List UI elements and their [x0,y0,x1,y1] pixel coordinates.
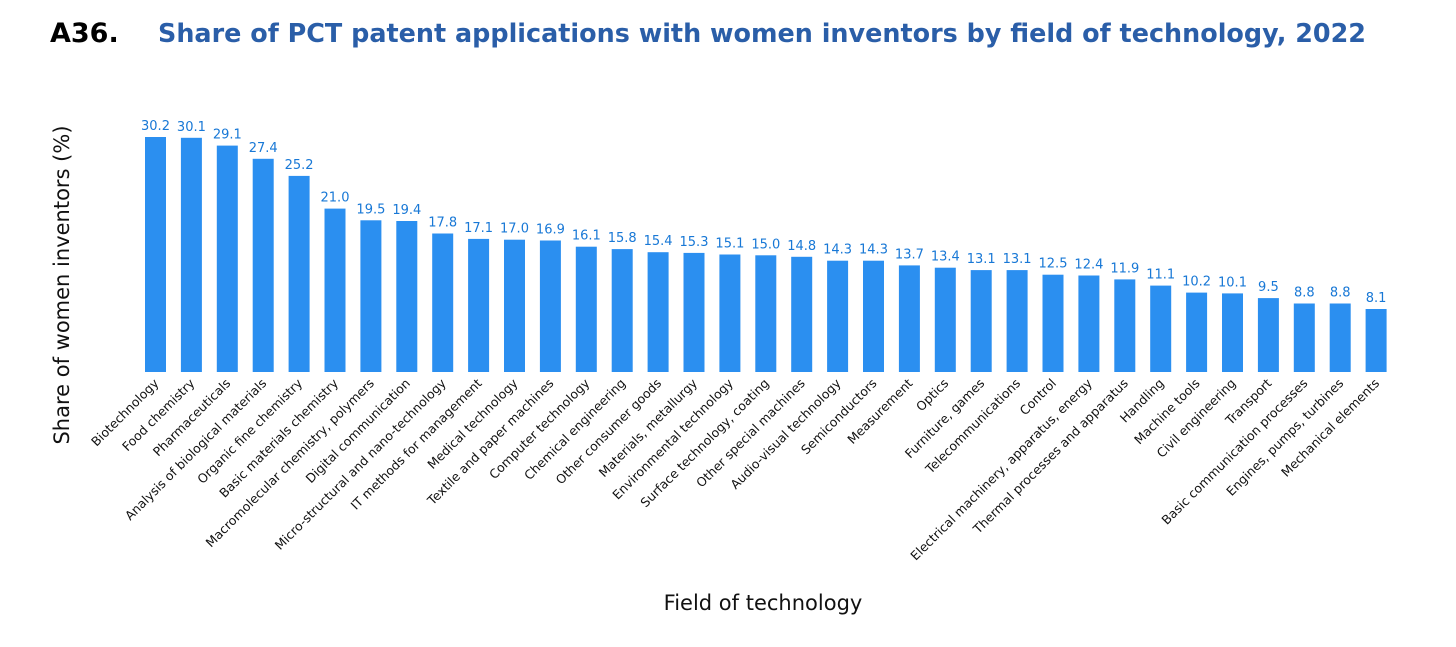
bar [1257,298,1279,372]
bar [1078,275,1100,372]
bar [1006,270,1028,372]
chart-title: Share of PCT patent applications with wo… [158,19,1366,49]
value-label: 13.4 [931,250,960,265]
bar [468,238,490,372]
value-label: 8.8 [1294,286,1315,301]
bar-series [145,137,1387,372]
bar [970,270,992,372]
value-label: 15.8 [608,231,637,246]
value-label: 8.8 [1330,286,1351,301]
bar [252,158,274,372]
value-label: 19.4 [392,203,421,218]
bar [898,265,920,372]
value-label: 15.4 [644,234,673,249]
bar [683,252,705,372]
value-labels: 30.2 30.1 29.1 27.4 25.2 21.0 19.5 19.4 17.8 17.1… [141,119,1386,306]
bar [755,255,777,372]
value-label: 8.1 [1366,291,1387,306]
bar [324,208,346,372]
bar [647,252,669,372]
bar [719,254,741,372]
value-label: 21.0 [321,191,350,206]
value-label: 30.1 [177,120,206,135]
bar [1222,293,1243,372]
value-label: 13.1 [1003,252,1032,267]
value-label: 13.1 [967,252,996,267]
value-label: 14.8 [787,239,816,254]
bar [145,137,166,372]
bar [360,220,382,372]
value-label: 12.5 [1039,257,1068,272]
value-label: 10.1 [1218,275,1247,290]
value-label: 19.5 [356,202,385,217]
bar [504,239,525,372]
bar [396,221,418,372]
value-label: 12.4 [1074,258,1103,273]
value-label: 11.1 [1146,268,1175,283]
value-label: 15.0 [751,237,780,252]
value-label: 17.1 [464,221,493,236]
bar [1150,285,1172,372]
figure-id: A36. [50,18,119,49]
bar [611,249,633,372]
value-label: 25.2 [285,158,314,173]
value-label: 11.9 [1110,261,1139,276]
bar [1186,292,1208,372]
value-label: 30.2 [141,119,170,134]
bar [827,260,849,372]
x-axis-title: Field of technology [664,591,863,615]
bar [432,233,454,372]
bar [863,260,884,372]
bar [1293,303,1315,372]
bar [791,256,813,372]
value-label: 16.1 [572,229,601,244]
bar [539,240,561,372]
value-label: 13.7 [895,247,924,262]
value-label: 15.3 [680,235,709,250]
category-label: IT methods for management [348,375,485,512]
bar [1329,303,1351,372]
bar [1365,309,1387,372]
value-label: 29.1 [213,128,242,143]
category-label: Measurement [844,375,915,446]
y-axis-title: Share of women inventors (%) [50,125,74,444]
value-label: 14.3 [823,243,852,258]
value-label: 15.1 [715,237,744,252]
bar [934,267,956,372]
bar [216,145,238,372]
bar [288,175,310,372]
value-label: 16.9 [536,223,565,238]
bar [575,246,597,372]
bar [1114,279,1136,372]
value-label: 17.8 [428,216,457,231]
value-label: 17.0 [500,222,529,237]
value-label: 27.4 [249,141,278,156]
bar [180,137,202,372]
value-label: 10.2 [1182,275,1211,290]
bar [1042,274,1064,372]
value-label: 14.3 [859,243,888,258]
value-label: 9.5 [1258,280,1279,295]
